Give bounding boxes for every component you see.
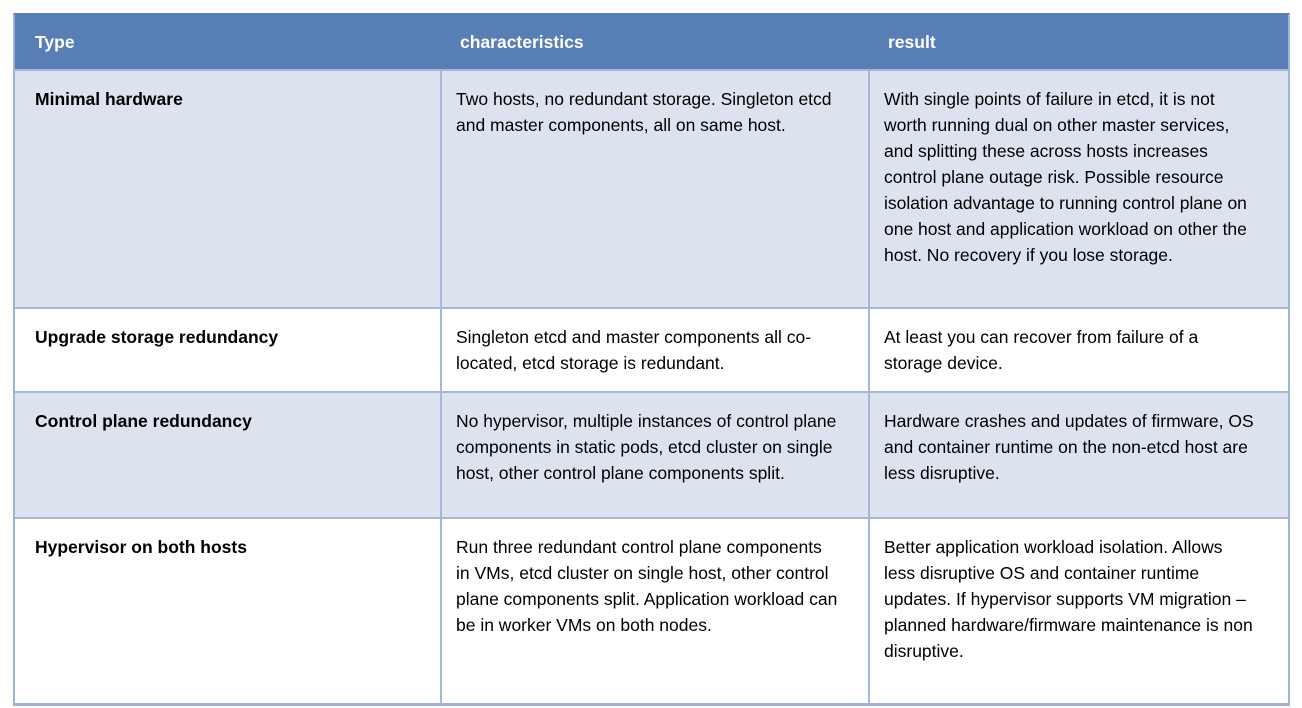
cell-type: Minimal hardware: [35, 89, 183, 109]
table-row: Hypervisor on both hosts Run three redun…: [15, 517, 1288, 703]
table-row: Control plane redundancy No hypervisor, …: [15, 391, 1288, 517]
column-header-characteristics: characteristics: [460, 32, 584, 52]
table-row: Upgrade storage redundancy Singleton etc…: [15, 307, 1288, 391]
cell-characteristics: Singleton etcd and master components all…: [440, 309, 868, 391]
cell-characteristics: Run three redundant control plane compon…: [440, 519, 868, 703]
cell-result: Better application workload isolation. A…: [868, 519, 1288, 703]
cell-result: At least you can recover from failure of…: [868, 309, 1288, 391]
cell-type: Hypervisor on both hosts: [35, 537, 247, 557]
column-header-type: Type: [35, 32, 75, 52]
cell-type: Control plane redundancy: [35, 411, 252, 431]
table-row: Minimal hardware Two hosts, no redundant…: [15, 69, 1288, 307]
column-header-result: result: [888, 32, 936, 52]
cell-characteristics: Two hosts, no redundant storage. Singlet…: [440, 71, 868, 307]
cell-characteristics: No hypervisor, multiple instances of con…: [440, 393, 868, 517]
cell-result: Hardware crashes and updates of firmware…: [868, 393, 1288, 517]
cell-result: With single points of failure in etcd, i…: [868, 71, 1288, 307]
table-header-row: Type characteristics result: [15, 15, 1288, 69]
cell-type: Upgrade storage redundancy: [35, 327, 279, 347]
comparison-table: Type characteristics result Minimal hard…: [13, 13, 1290, 706]
